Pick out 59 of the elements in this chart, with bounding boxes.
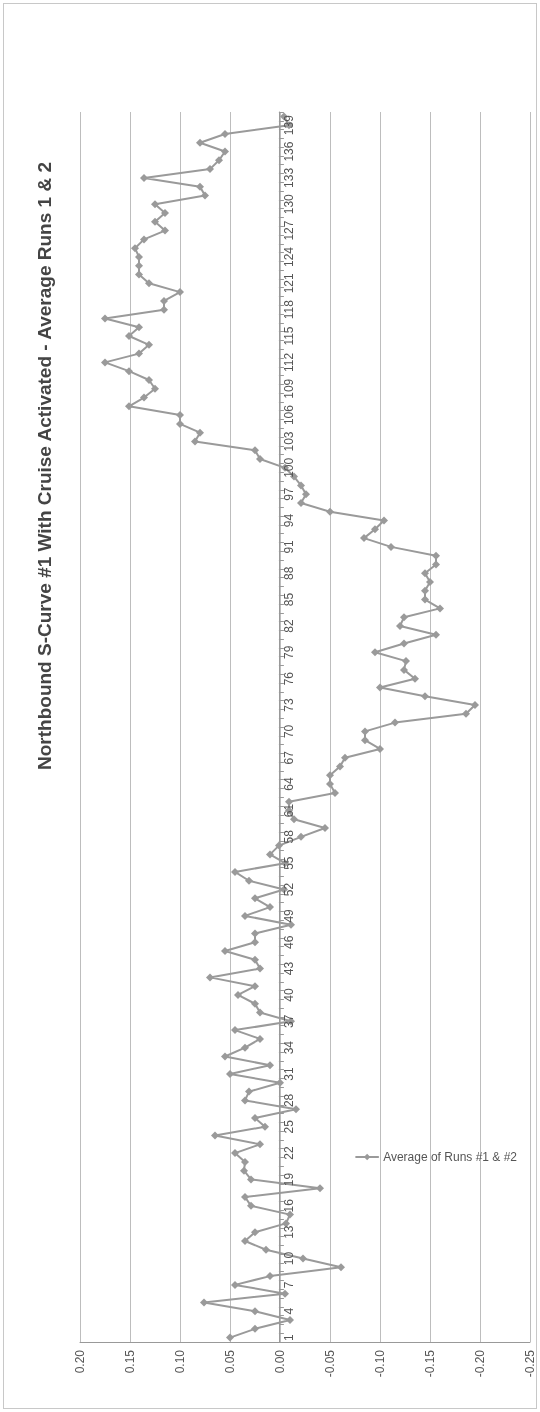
y-tick-label: 34 (281, 1040, 296, 1055)
y-tick-label: 19 (281, 1172, 296, 1187)
y-tick-label: 136 (281, 141, 296, 162)
y-tick-label: 52 (281, 882, 296, 897)
y-tick-label: 103 (281, 431, 296, 452)
y-tick-label: 61 (281, 803, 296, 818)
y-tick-label: 85 (281, 592, 296, 607)
y-tick-label: 16 (281, 1198, 296, 1213)
y-tick-label: 67 (281, 750, 296, 765)
y-tick-label: 40 (281, 987, 296, 1002)
y-tick-label: 58 (281, 829, 296, 844)
y-tick-label: 55 (281, 856, 296, 870)
legend-label: Average of Runs #1 & #2 (383, 1150, 518, 1164)
x-tick-label: -0.20 (473, 1349, 487, 1378)
y-tick-label: 76 (281, 671, 296, 686)
y-tick-label: 130 (281, 193, 296, 215)
y-tick-label: 124 (281, 246, 296, 267)
y-tick-label: 7 (281, 1281, 296, 1289)
x-tick-label: 0.10 (173, 1349, 187, 1374)
y-tick-label: 115 (281, 326, 296, 346)
x-tick-label: -0.05 (323, 1349, 337, 1378)
y-tick-label: 139 (281, 114, 296, 136)
x-tick-label: 0.20 (73, 1349, 87, 1374)
y-tick-label: 43 (281, 961, 296, 976)
y-tick-label: 94 (281, 513, 296, 528)
y-tick-label: 79 (281, 645, 296, 659)
x-tick-label: 0.15 (123, 1349, 137, 1374)
y-tick-label: 106 (281, 404, 296, 426)
y-tick-label: 64 (281, 777, 296, 791)
y-tick-label: 82 (281, 618, 296, 633)
y-tick-label: 10 (281, 1251, 296, 1266)
y-tick-label: 97 (281, 487, 296, 501)
y-tick-label: 127 (281, 220, 296, 241)
y-tick-label: 49 (281, 908, 296, 923)
y-tick-label: 25 (281, 1119, 296, 1134)
y-tick-label: 22 (281, 1146, 296, 1160)
x-tick-label: -0.25 (523, 1349, 537, 1378)
y-tick-label: 13 (281, 1225, 296, 1239)
x-tick-label: -0.10 (373, 1349, 387, 1378)
y-tick-label: 70 (281, 724, 296, 739)
y-tick-label: 73 (281, 698, 296, 712)
y-tick-label: 4 (281, 1307, 296, 1315)
y-tick-label: 46 (281, 935, 296, 949)
y-tick-label: 118 (281, 299, 296, 320)
y-tick-label: 112 (281, 352, 296, 372)
x-tick-label: -0.15 (423, 1349, 437, 1378)
y-tick-label: 37 (281, 1014, 296, 1028)
y-tick-label: 109 (281, 378, 296, 399)
y-tick-label: 1 (281, 1333, 296, 1341)
y-tick-label: 91 (281, 539, 296, 554)
x-tick-label: 0.00 (273, 1349, 287, 1374)
y-tick-label: 88 (281, 566, 296, 580)
y-tick-label: 121 (281, 272, 296, 294)
x-tick-label: 0.05 (223, 1349, 237, 1374)
y-tick-label: 31 (281, 1067, 296, 1081)
y-tick-label: 28 (281, 1093, 296, 1108)
y-tick-label: 100 (281, 457, 296, 478)
y-tick-label: 133 (281, 167, 296, 188)
text: Northbound S-Curve #1 With Cruise Activated - Average Runs 1 & 2 (33, 162, 55, 770)
